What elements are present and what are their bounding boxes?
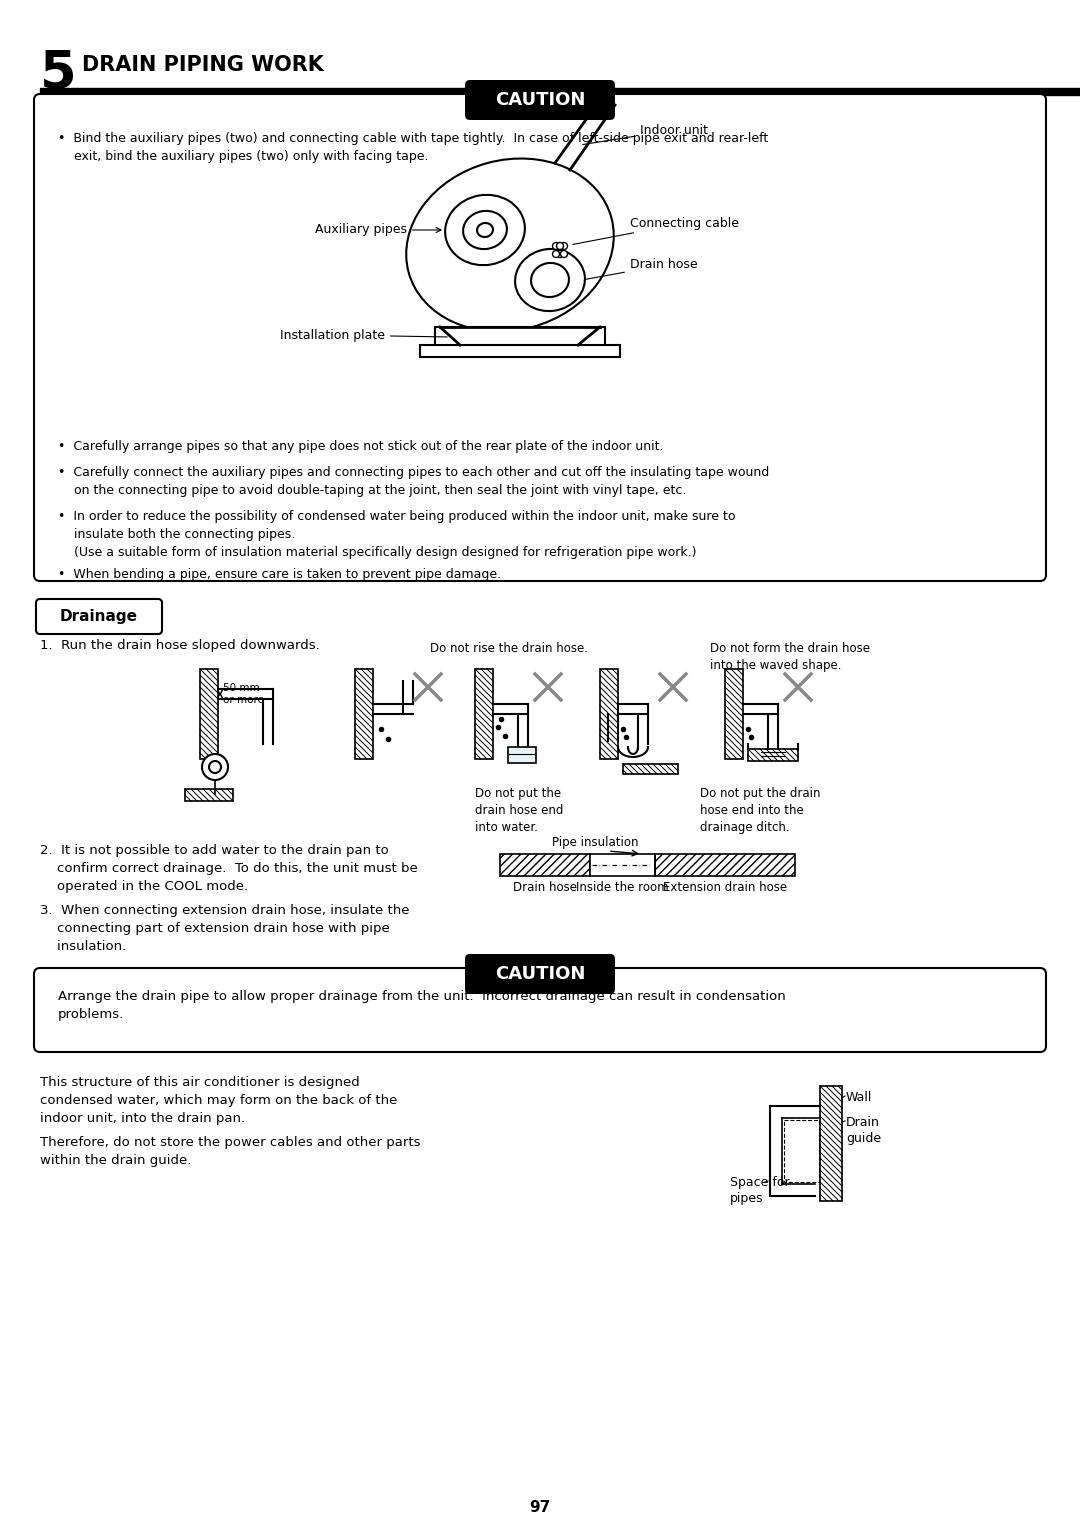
Circle shape xyxy=(202,753,228,779)
Text: This structure of this air conditioner is designed
condensed water, which may fo: This structure of this air conditioner i… xyxy=(40,1077,397,1125)
Circle shape xyxy=(561,242,567,250)
Text: 3.  When connecting extension drain hose, insulate the
    connecting part of ex: 3. When connecting extension drain hose,… xyxy=(40,904,409,953)
Ellipse shape xyxy=(477,223,492,236)
Bar xyxy=(435,326,605,348)
Text: 50 mm
or more: 50 mm or more xyxy=(222,683,264,705)
Text: Do not form the drain hose
into the waved shape.: Do not form the drain hose into the wave… xyxy=(710,642,870,673)
Bar xyxy=(500,854,590,875)
Ellipse shape xyxy=(515,249,585,311)
Text: Drain
guide: Drain guide xyxy=(846,1116,881,1145)
Bar xyxy=(820,1086,842,1202)
Text: Inside the room: Inside the room xyxy=(576,881,669,894)
Bar xyxy=(200,669,218,759)
Text: Arrange the drain pipe to allow proper drainage from the unit.  Incorrect draina: Arrange the drain pipe to allow proper d… xyxy=(58,990,786,1022)
Text: Do not put the
drain hose end
into water.: Do not put the drain hose end into water… xyxy=(475,787,564,834)
Circle shape xyxy=(556,242,564,250)
Bar xyxy=(623,764,678,775)
FancyBboxPatch shape xyxy=(465,955,615,994)
Text: Extension drain hose: Extension drain hose xyxy=(663,881,787,894)
Text: •  Bind the auxiliary pipes (two) and connecting cable with tape tightly.  In ca: • Bind the auxiliary pipes (two) and con… xyxy=(58,133,768,163)
Text: Installation plate: Installation plate xyxy=(280,328,447,342)
Bar xyxy=(725,669,743,759)
Circle shape xyxy=(556,250,564,258)
Circle shape xyxy=(210,761,221,773)
Bar xyxy=(654,854,795,875)
Ellipse shape xyxy=(531,262,569,297)
FancyBboxPatch shape xyxy=(465,79,615,120)
FancyBboxPatch shape xyxy=(33,968,1047,1052)
Bar xyxy=(784,1119,819,1182)
Text: •  Carefully arrange pipes so that any pipe does not stick out of the rear plate: • Carefully arrange pipes so that any pi… xyxy=(58,441,663,453)
Bar xyxy=(40,88,1080,95)
Text: Therefore, do not store the power cables and other parts
within the drain guide.: Therefore, do not store the power cables… xyxy=(40,1136,420,1167)
Text: Auxiliary pipes: Auxiliary pipes xyxy=(315,224,441,236)
Text: Wall: Wall xyxy=(846,1090,873,1104)
Text: CAUTION: CAUTION xyxy=(495,92,585,108)
Bar xyxy=(185,788,233,801)
FancyBboxPatch shape xyxy=(33,95,1047,581)
Text: •  When bending a pipe, ensure care is taken to prevent pipe damage.: • When bending a pipe, ensure care is ta… xyxy=(58,567,501,581)
Text: Do not rise the drain hose.: Do not rise the drain hose. xyxy=(430,642,588,656)
Text: •  Carefully connect the auxiliary pipes and connecting pipes to each other and : • Carefully connect the auxiliary pipes … xyxy=(58,467,769,497)
Text: Connecting cable: Connecting cable xyxy=(572,217,739,244)
Text: 5: 5 xyxy=(40,47,77,101)
Bar xyxy=(420,345,620,357)
Bar xyxy=(600,669,618,759)
Text: •  In order to reduce the possibility of condensed water being produced within t: • In order to reduce the possibility of … xyxy=(58,509,735,560)
Circle shape xyxy=(553,250,559,258)
Text: DRAIN PIPING WORK: DRAIN PIPING WORK xyxy=(82,55,324,75)
Bar xyxy=(590,854,654,875)
Text: Do not put the drain
hose end into the
drainage ditch.: Do not put the drain hose end into the d… xyxy=(700,787,821,834)
Bar xyxy=(748,749,798,761)
Text: 97: 97 xyxy=(529,1501,551,1514)
Text: CAUTION: CAUTION xyxy=(495,965,585,984)
Ellipse shape xyxy=(406,159,613,331)
Text: Drain hose: Drain hose xyxy=(584,259,698,279)
Text: 2.  It is not possible to add water to the drain pan to
    confirm correct drai: 2. It is not possible to add water to th… xyxy=(40,843,418,894)
Circle shape xyxy=(553,242,559,250)
Text: Indoor unit: Indoor unit xyxy=(583,124,708,145)
Ellipse shape xyxy=(445,195,525,265)
Text: Space for
pipes: Space for pipes xyxy=(730,1176,789,1205)
Text: Drainage: Drainage xyxy=(60,608,138,624)
Text: Pipe insulation: Pipe insulation xyxy=(552,836,638,849)
FancyBboxPatch shape xyxy=(36,599,162,634)
Text: Drain hose: Drain hose xyxy=(513,881,577,894)
Circle shape xyxy=(561,250,567,258)
Bar xyxy=(508,747,536,762)
Ellipse shape xyxy=(463,210,507,249)
Bar xyxy=(355,669,373,759)
Bar xyxy=(475,669,492,759)
Text: 1.  Run the drain hose sloped downwards.: 1. Run the drain hose sloped downwards. xyxy=(40,639,320,653)
